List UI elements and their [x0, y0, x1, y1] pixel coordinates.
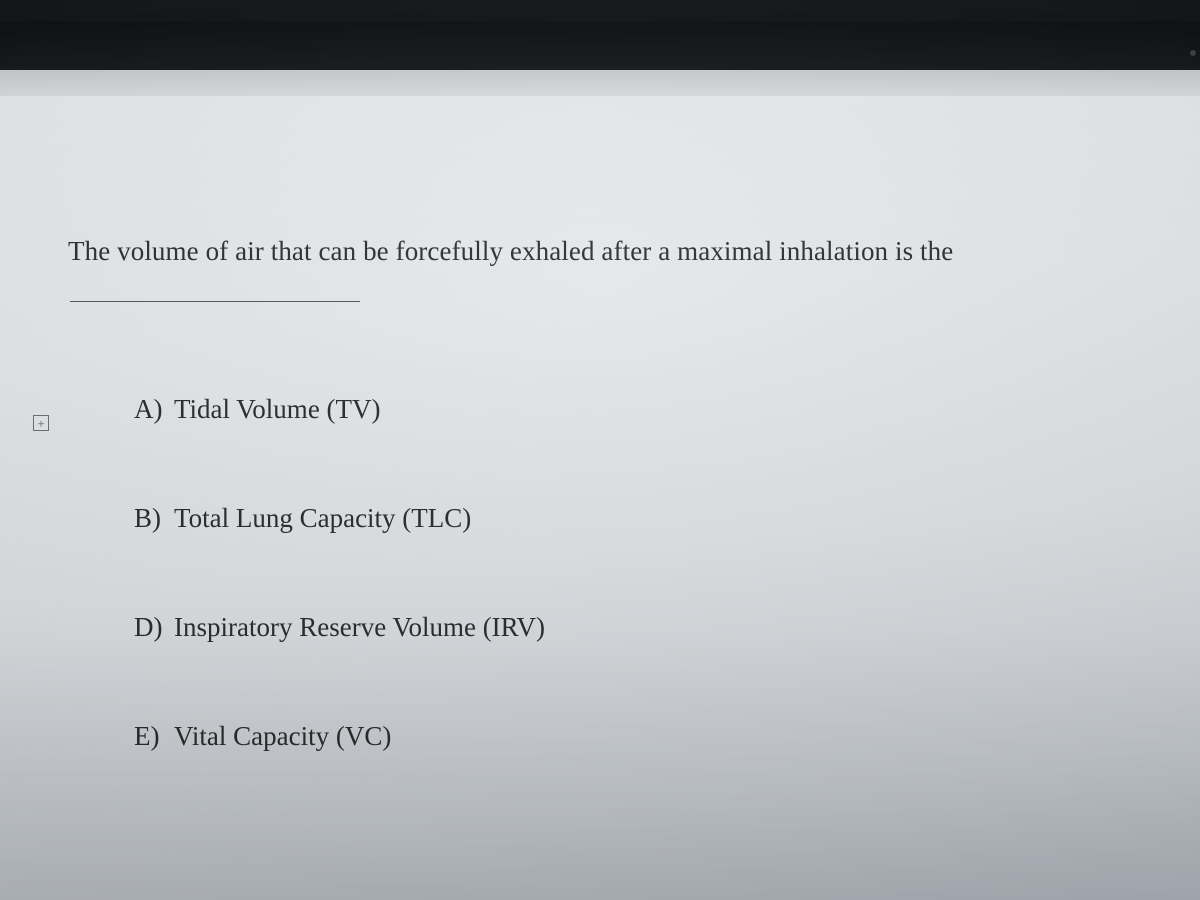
option-b[interactable]: B) Total Lung Capacity (TLC): [134, 503, 1160, 534]
browser-gap: [0, 70, 1200, 96]
option-letter: B): [134, 503, 174, 534]
option-letter: A): [134, 394, 174, 425]
option-text: Vital Capacity (VC): [174, 721, 391, 752]
question-prompt: The volume of air that can be forcefully…: [68, 236, 1160, 267]
option-text: Tidal Volume (TV): [174, 394, 381, 425]
expand-icon[interactable]: +: [33, 415, 49, 431]
option-a[interactable]: A) Tidal Volume (TV): [134, 394, 1160, 425]
browser-toolbar: [0, 22, 1200, 70]
option-e[interactable]: E) Vital Capacity (VC): [134, 721, 1160, 752]
option-letter: D): [134, 612, 174, 643]
browser-top-bar: [0, 0, 1200, 22]
option-text: Total Lung Capacity (TLC): [174, 503, 471, 534]
scroll-indicator: [1190, 50, 1196, 56]
question-content: The volume of air that can be forcefully…: [0, 96, 1200, 900]
answer-options: A) Tidal Volume (TV) B) Total Lung Capac…: [134, 394, 1160, 752]
fill-in-blank-line: [70, 301, 360, 302]
option-d[interactable]: D) Inspiratory Reserve Volume (IRV): [134, 612, 1160, 643]
option-letter: E): [134, 721, 174, 752]
option-text: Inspiratory Reserve Volume (IRV): [174, 612, 545, 643]
